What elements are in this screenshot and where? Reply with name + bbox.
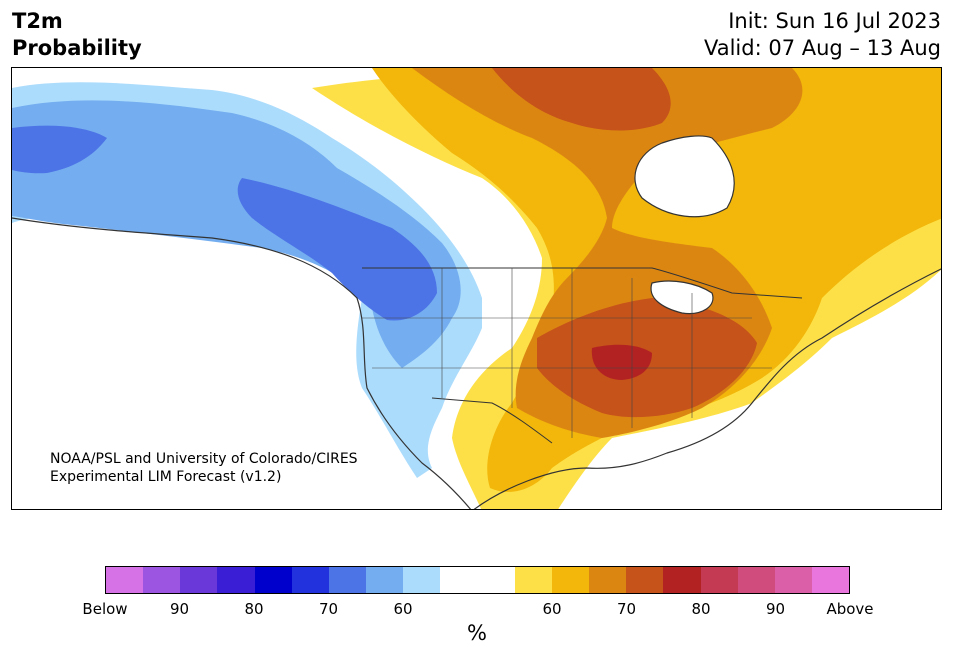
title-variable: T2m (12, 9, 63, 33)
colorbar-cell (217, 567, 255, 593)
colorbar-cell (626, 567, 664, 593)
title-quantity: Probability (12, 36, 142, 60)
colorbar-cell (700, 567, 738, 593)
init-date: Init: Sun 16 Jul 2023 (728, 9, 941, 33)
colorbar-tick-label: 80 (244, 600, 264, 618)
colorbar-tick-label: 90 (765, 600, 786, 618)
coastline (12, 217, 472, 509)
below-75-region-west (237, 178, 437, 321)
colorbar-cell (551, 567, 590, 593)
colorbar-cell (291, 567, 329, 593)
colorbar-cell (143, 567, 181, 593)
great-lakes (650, 280, 714, 315)
forecast-map: NOAA/PSL and University of Colorado/CIRE… (11, 67, 942, 510)
colorbar-tick-label: 70 (318, 600, 339, 618)
colorbar-cell (589, 567, 627, 593)
colorbar-cell (477, 567, 515, 593)
colorbar-cell (328, 567, 367, 593)
credit-line-2: Experimental LIM Forecast (v1.2) (50, 469, 282, 485)
valid-range: Valid: 07 Aug – 13 Aug (703, 36, 941, 60)
state-lines (362, 268, 772, 438)
credit-text: NOAA/PSL and University of Colorado/CIRE… (50, 450, 358, 486)
colorbar-cell (180, 567, 218, 593)
colorbar-tick-label: Above (826, 600, 874, 618)
hudson-bay (634, 135, 735, 218)
colorbar-cell (514, 567, 552, 593)
colorbar-tick-label: 60 (393, 600, 413, 618)
below-70-region (12, 100, 461, 368)
below-75-region (12, 125, 107, 174)
above-75-region (492, 68, 671, 131)
colorbar-cell (366, 567, 404, 593)
colorbar-unit: % (467, 621, 487, 645)
colorbar-cell (737, 567, 775, 593)
colorbar-tick-label: Below (82, 600, 128, 618)
above-80-region (591, 344, 652, 380)
colorbar-cell (440, 567, 478, 593)
us-mexico-border (431, 397, 553, 444)
colorbar-tick-label: 90 (169, 600, 190, 618)
colorbar-cell (663, 567, 701, 593)
colorbar-cell (774, 567, 812, 593)
colorbar-cell (254, 567, 292, 593)
colorbar-cell (811, 567, 850, 593)
credit-line-1: NOAA/PSL and University of Colorado/CIRE… (50, 451, 358, 467)
forecast-dates: Init: Sun 16 Jul 2023 Valid: 07 Aug – 13… (704, 8, 941, 62)
colorbar-tick-label: 70 (616, 600, 637, 618)
coastline-gulf (473, 268, 941, 509)
colorbar-tick-label: 60 (542, 600, 562, 618)
map-canvas (12, 68, 941, 509)
map-title: T2m Probability (12, 8, 142, 62)
us-canada-border (362, 267, 803, 299)
colorbar (105, 566, 850, 594)
colorbar-cell (106, 567, 144, 593)
colorbar-tick-label: 80 (691, 600, 711, 618)
colorbar-cell (403, 567, 441, 593)
